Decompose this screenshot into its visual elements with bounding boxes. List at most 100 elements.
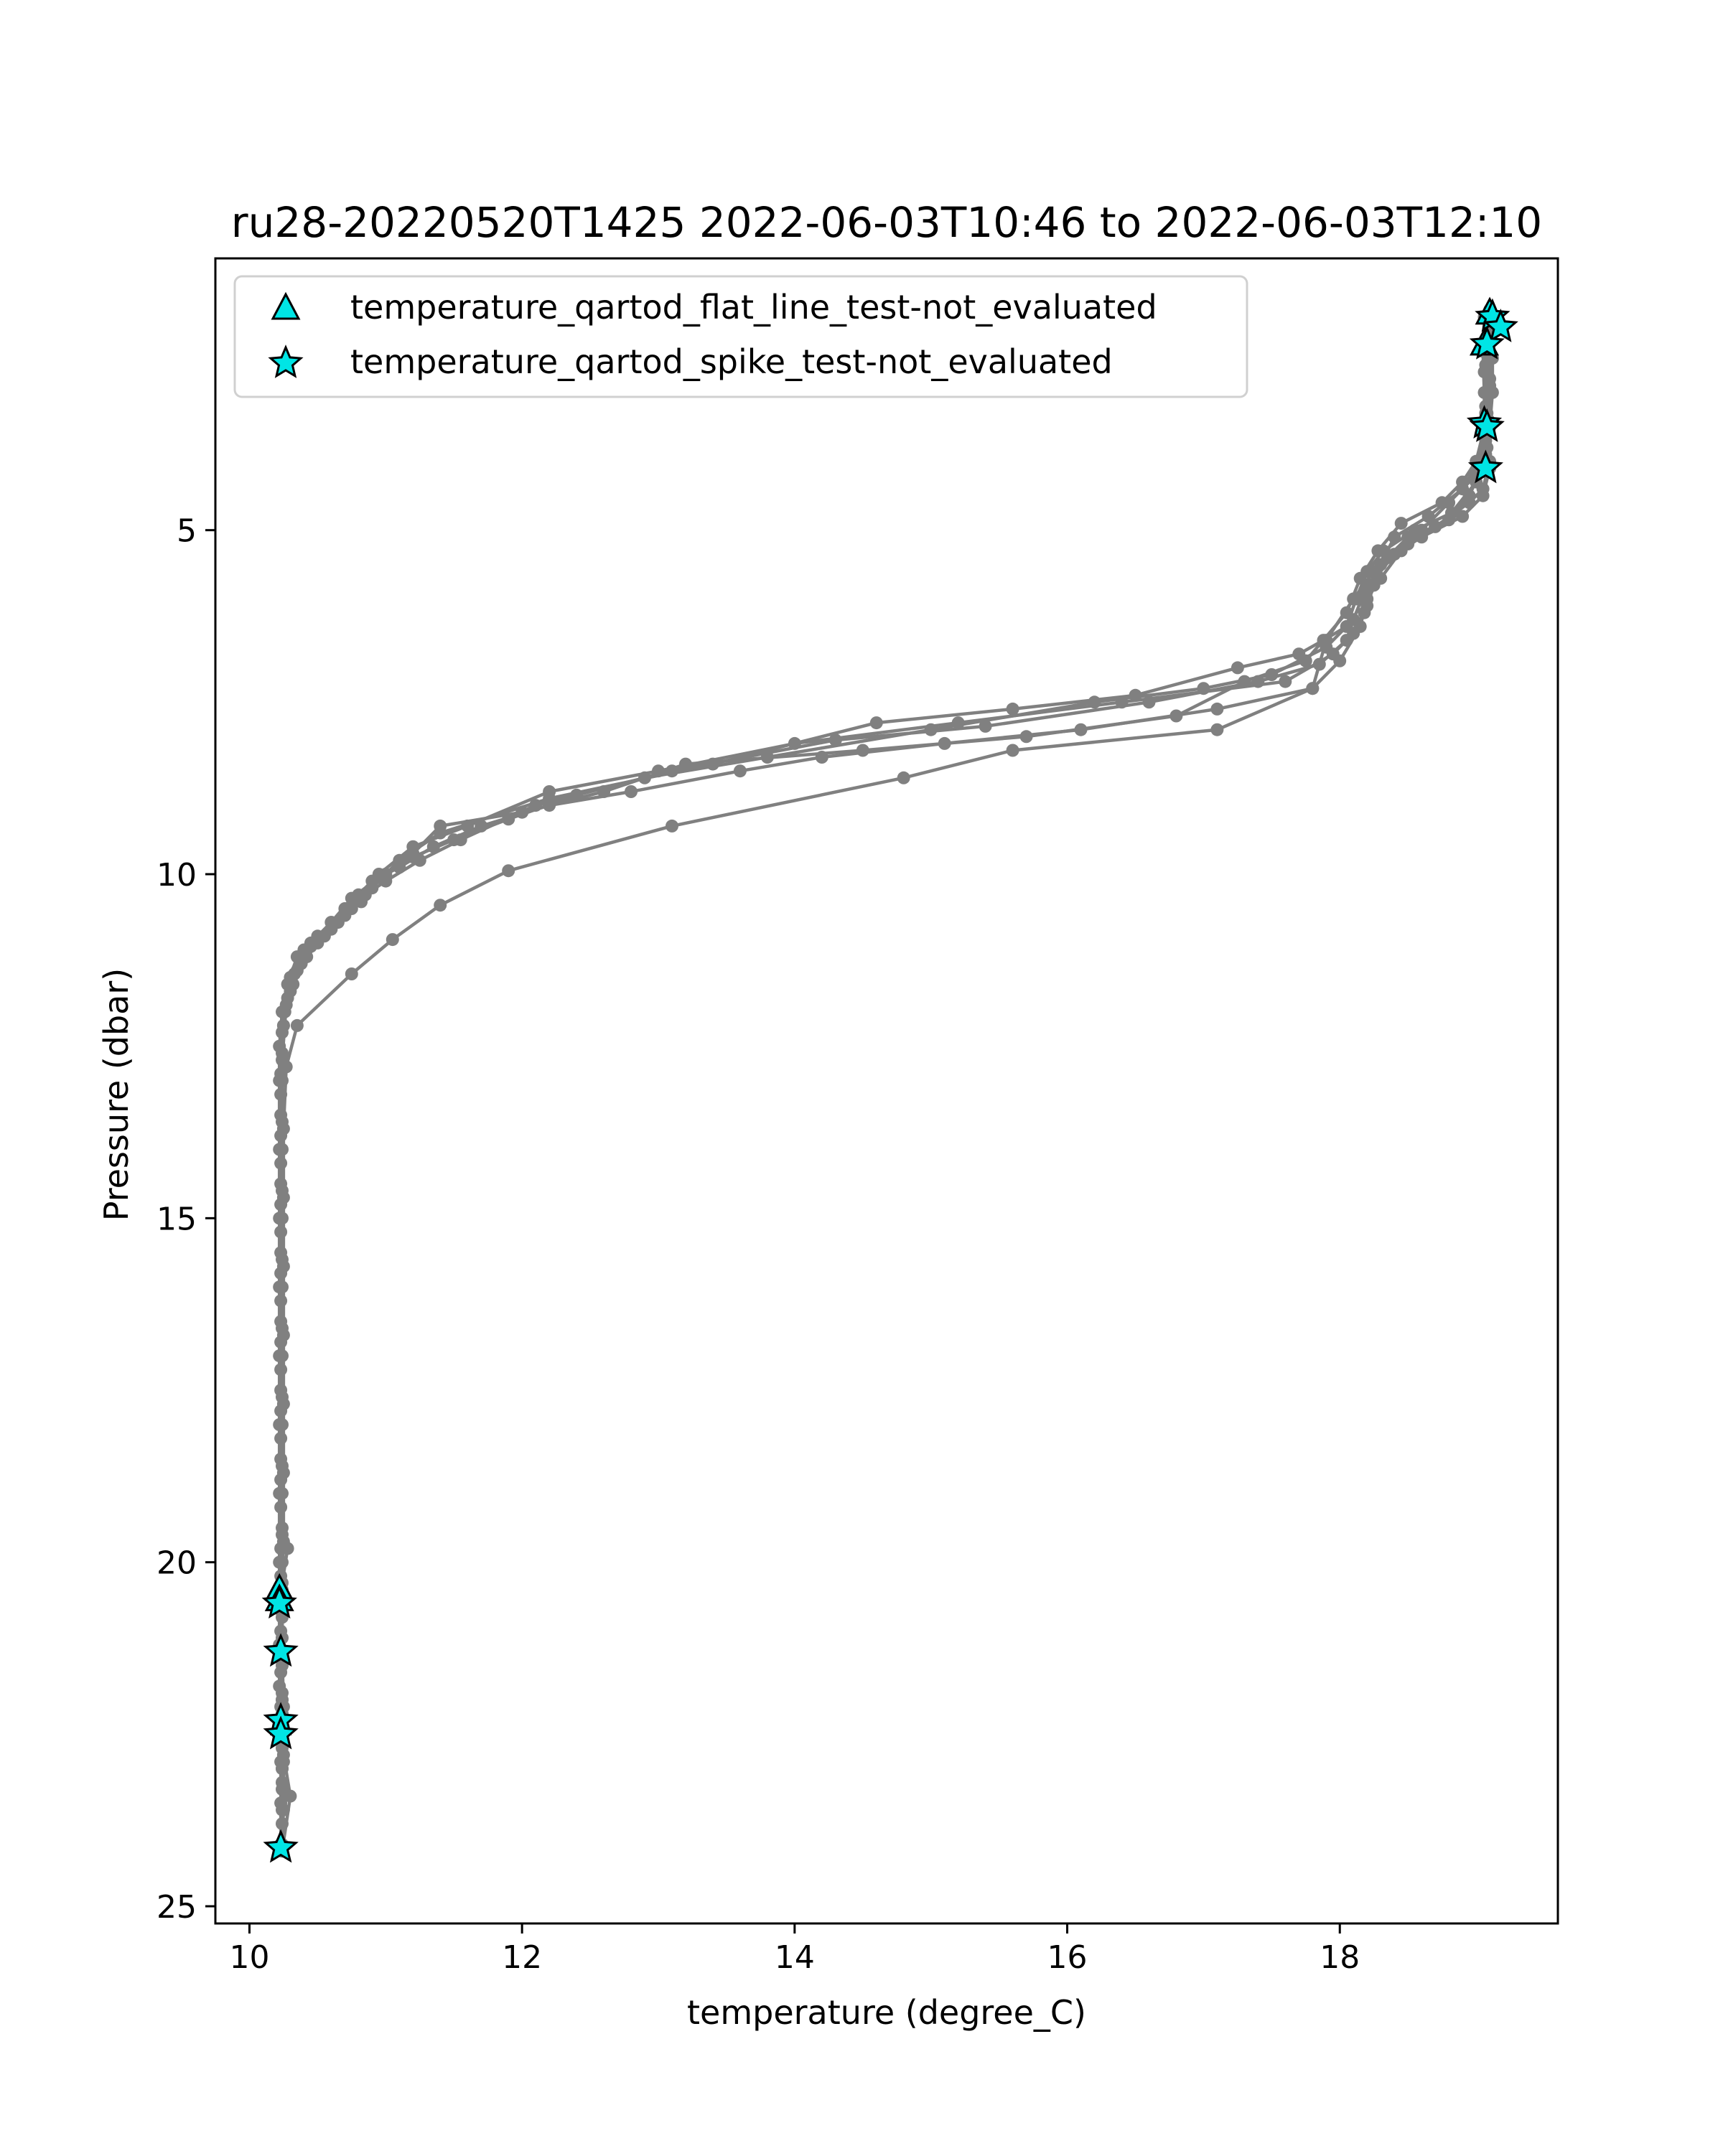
profile-point (1442, 496, 1456, 510)
profile-point (979, 719, 992, 733)
profile-point (276, 1803, 290, 1817)
profile-point (276, 1191, 290, 1204)
profile-point (543, 785, 556, 798)
profile-point (1480, 358, 1494, 372)
profile-point (1347, 592, 1360, 606)
profile-point (1074, 723, 1088, 736)
profile-point (1231, 661, 1244, 675)
profile-point (447, 833, 461, 847)
profile-point (1306, 682, 1320, 695)
profile-point (1210, 723, 1224, 736)
profile-point (828, 733, 842, 747)
profile-point (276, 1328, 290, 1342)
profile-point (279, 998, 293, 1012)
y-tick-label: 10 (157, 857, 197, 894)
profile-point (856, 744, 869, 757)
profile-point (372, 871, 386, 884)
profile-line-6 (280, 365, 1492, 1845)
profile-line-4 (280, 317, 1486, 1845)
profile-point (666, 764, 678, 778)
profile-point (815, 751, 828, 764)
profile-point (276, 1397, 290, 1411)
y-axis-label: Pressure (dbar) (97, 968, 136, 1221)
legend: temperature_qartod_flat_line_test-not_ev… (233, 275, 1248, 398)
profile-point (345, 891, 358, 905)
spike-marker (1469, 325, 1505, 360)
legend-spike-label: temperature_qartod_spike_test-not_evalua… (350, 342, 1113, 381)
profile-point (434, 819, 447, 833)
profile-point (1353, 571, 1367, 585)
plot-frame (214, 257, 1559, 1925)
profile-point (279, 1060, 293, 1074)
profile-point (1483, 385, 1497, 399)
x-tick-label: 16 (1047, 1939, 1088, 1976)
y-tick-label: 20 (157, 1545, 197, 1582)
profile-point (1210, 702, 1224, 716)
profile-line-2 (277, 309, 1492, 1845)
spike-marker (263, 1633, 299, 1667)
profile-point (502, 812, 515, 826)
legend-star-marker (268, 345, 304, 378)
profile-point (1299, 654, 1312, 667)
spike-marker (1469, 408, 1505, 442)
profile-point (897, 771, 910, 784)
x-axis-label: temperature (degree_C) (687, 1993, 1086, 2032)
profile-point (434, 899, 447, 912)
profile-line-1 (279, 337, 1495, 1852)
profile-point (733, 764, 747, 778)
spike-marker (1482, 309, 1518, 342)
legend-triangle-marker (271, 291, 301, 320)
legend-flat-line-label: temperature_qartod_flat_line_test-not_ev… (350, 288, 1157, 327)
x-axis-ticks: 10 12 14 16 18 (229, 1923, 1360, 1976)
profile-point (304, 939, 317, 953)
plot-area: 10 12 14 16 18 5 10 15 20 25 (157, 257, 1559, 1976)
profile-point (1320, 634, 1333, 647)
profile-point (1006, 744, 1019, 757)
profile-point (1394, 517, 1408, 530)
profile-point (276, 1122, 290, 1135)
star-marker-icon (268, 345, 304, 378)
profile-point (324, 916, 338, 929)
profile-point (1142, 695, 1156, 709)
profile-point (276, 1755, 290, 1768)
profile-point (1462, 489, 1476, 502)
profile-point (1340, 634, 1353, 647)
profile-point (869, 716, 883, 730)
profile-point (625, 785, 638, 798)
profile-point (345, 967, 358, 980)
x-tick-label: 18 (1320, 1939, 1360, 1976)
profile-point (276, 1466, 290, 1480)
profile-point (406, 850, 420, 863)
profile-lines (273, 303, 1499, 1858)
profile-point (570, 788, 584, 802)
profile-point (290, 1018, 304, 1032)
chart-title: ru28-20220520T1425 2022-06-03T10:46 to 2… (231, 198, 1542, 247)
profile-line-5 (280, 337, 1490, 1790)
profile-point (1371, 544, 1385, 558)
x-tick-label: 10 (229, 1939, 269, 1976)
profile-point (1358, 606, 1371, 619)
profile-point (1367, 565, 1381, 578)
profile-point (1279, 675, 1292, 688)
profile-point (276, 1260, 290, 1273)
profile-point (1006, 702, 1019, 716)
profile-point (1456, 510, 1470, 523)
qc-markers (261, 296, 1518, 1863)
profile-point (938, 736, 951, 750)
profile-point (502, 864, 515, 878)
profile-point (666, 819, 678, 833)
profile-point (288, 967, 302, 980)
profile-point (276, 1534, 290, 1548)
profile-line-3 (279, 330, 1492, 1769)
x-tick-label: 12 (502, 1939, 542, 1976)
y-tick-label: 5 (177, 513, 197, 550)
spike-marker (263, 1715, 299, 1750)
profile-point (1251, 675, 1265, 688)
profile-point (1476, 489, 1490, 502)
legend-box (233, 275, 1248, 398)
y-tick-label: 15 (157, 1201, 197, 1237)
spike-marker (261, 1585, 297, 1619)
y-axis-ticks: 5 10 15 20 25 (157, 513, 215, 1926)
